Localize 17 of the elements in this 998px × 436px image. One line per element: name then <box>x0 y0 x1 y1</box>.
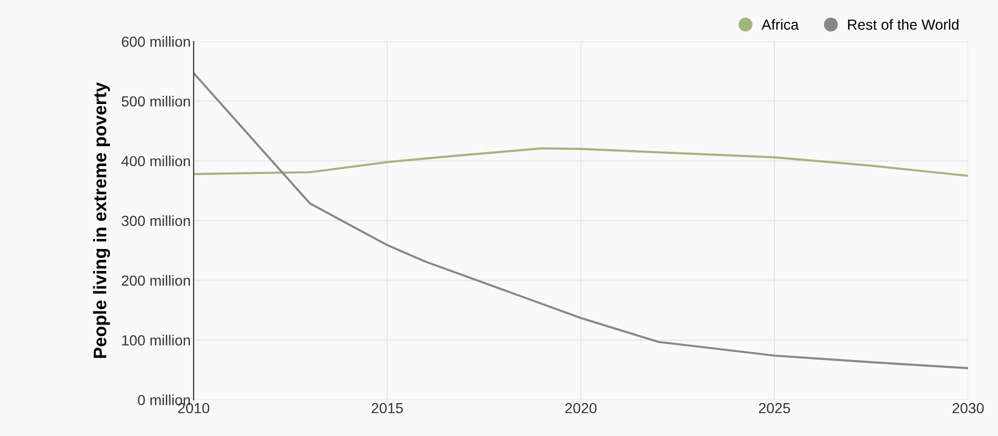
legend-label: Rest of the World <box>848 19 958 30</box>
y-tick-label: 100 million <box>122 334 190 346</box>
x-tick-label: 2025 <box>758 402 790 414</box>
x-tick-label: 2030 <box>952 402 984 414</box>
y-tick-label: 500 million <box>122 96 190 107</box>
y-tick-label: 300 million <box>122 215 190 226</box>
y-tick-label: 200 million <box>122 275 190 286</box>
y-tick-label: 600 million <box>122 36 190 47</box>
y-axis-title: People living in extreme poverty <box>93 82 110 358</box>
line-series <box>194 147 968 177</box>
line-series <box>194 72 968 370</box>
y-tick-label: 0 million <box>138 394 190 406</box>
y-tick-label: 400 million <box>121 156 190 166</box>
x-tick-label: 2020 <box>565 402 596 414</box>
legend-label: Africa <box>762 19 799 30</box>
x-tick-label: 2015 <box>372 402 403 414</box>
x-tick-label: 2010 <box>178 402 210 414</box>
